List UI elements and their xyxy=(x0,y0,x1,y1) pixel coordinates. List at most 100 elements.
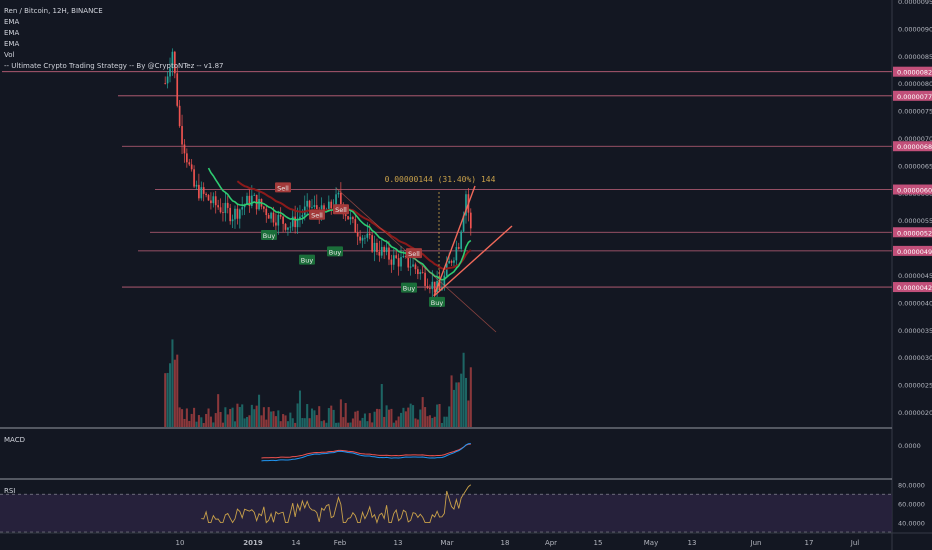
volume-bar xyxy=(267,407,270,427)
volume-bar xyxy=(272,411,275,427)
rsi-label[interactable]: RSI xyxy=(4,487,16,495)
candle-body xyxy=(164,83,167,84)
volume-bar xyxy=(347,422,350,427)
volume-bar xyxy=(260,415,263,427)
candle-body xyxy=(380,246,383,256)
candle-body xyxy=(178,105,181,127)
candle-body xyxy=(402,256,405,258)
candle-body xyxy=(171,51,174,69)
time-axis[interactable]: 10 2019 14 Feb 13 Mar 18 Apr 15 May 13 Jun 17 Jul xyxy=(176,539,860,547)
volume-bar xyxy=(282,414,285,427)
volume-bar xyxy=(464,377,468,427)
legend-strategy[interactable]: -- Ultimate Crypto Trading Strategy -- B… xyxy=(4,62,224,70)
level-tag xyxy=(893,245,932,256)
candle-body xyxy=(219,207,222,213)
signal-label: Buy xyxy=(301,257,314,265)
legend-volume[interactable]: Vol xyxy=(4,51,15,59)
volume-bar xyxy=(197,415,200,427)
sell-marker xyxy=(275,182,291,193)
candle-body xyxy=(166,76,169,84)
chart-legend: Ren / Bitcoin, 12H, BINANCE EMA EMA EMA … xyxy=(4,6,224,72)
volume-bar xyxy=(202,422,205,427)
candle-body xyxy=(198,184,200,199)
candle-body xyxy=(296,218,299,228)
candle-body xyxy=(250,195,253,207)
volume-bar xyxy=(412,405,415,427)
legend-ema-1[interactable]: EMA xyxy=(4,18,20,26)
volume-bar xyxy=(426,416,429,427)
volume-bar xyxy=(243,418,246,427)
candle-body xyxy=(299,216,301,219)
candle-body xyxy=(378,251,381,256)
time-tick-label: 10 xyxy=(176,539,185,547)
candle-body xyxy=(263,206,265,209)
candle-body xyxy=(460,231,463,249)
volume-bar xyxy=(291,418,294,427)
volume-bar xyxy=(250,404,253,427)
rsi-tick-label: 60.0000 xyxy=(898,501,925,509)
volume-bar xyxy=(455,382,458,427)
candle-body xyxy=(246,195,248,205)
horizontal-levels[interactable] xyxy=(2,71,892,288)
candle-body xyxy=(210,200,212,204)
candle-body xyxy=(181,126,183,145)
volume-bar xyxy=(274,416,277,427)
candle-body xyxy=(272,212,275,223)
volume-bar xyxy=(344,403,347,427)
legend-ema-2[interactable]: EMA xyxy=(4,29,20,37)
volume-bar xyxy=(200,417,203,427)
volume-bar xyxy=(248,415,251,427)
ema-slow-line xyxy=(236,180,472,270)
volume-bar xyxy=(265,419,268,427)
candle-body xyxy=(217,205,219,208)
candle-body xyxy=(465,194,467,216)
candle-body xyxy=(383,246,386,253)
candle-body xyxy=(417,269,419,275)
candle-body xyxy=(313,205,316,207)
trend-lines[interactable] xyxy=(335,185,513,333)
candle-body xyxy=(388,247,390,260)
buy-marker xyxy=(429,296,445,307)
candle-body xyxy=(188,162,191,165)
volume-bar xyxy=(219,412,222,427)
volume-bar xyxy=(436,404,439,427)
candle-body xyxy=(234,208,236,220)
volume-bar xyxy=(363,413,366,427)
candle-body xyxy=(438,281,441,291)
volume-bar xyxy=(236,403,239,427)
volume-bar xyxy=(320,421,323,427)
candle-body xyxy=(186,153,188,163)
volume-bar xyxy=(392,422,395,427)
rsi-tick-label: 80.0000 xyxy=(898,482,925,490)
candle-body xyxy=(469,212,472,229)
candle-body xyxy=(231,219,234,222)
time-tick-label: 18 xyxy=(501,539,510,547)
volume-bar xyxy=(226,414,229,427)
signal-label: Buy xyxy=(403,285,416,293)
macd-label[interactable]: MACD xyxy=(4,436,25,444)
candle-body xyxy=(291,216,294,227)
candle-body xyxy=(404,256,407,257)
candle-body xyxy=(195,184,198,187)
signal-label: Buy xyxy=(431,299,444,307)
candle-body xyxy=(344,214,347,217)
time-tick-label: 2019 xyxy=(243,539,263,547)
macd-line xyxy=(261,443,471,462)
buy-marker xyxy=(327,246,343,257)
level-tag-label: 0.00000494 xyxy=(897,248,932,256)
candle-body xyxy=(277,214,280,226)
volume-bar xyxy=(335,422,338,427)
legend-ema-3[interactable]: EMA xyxy=(4,40,20,48)
signal-label: Sell xyxy=(408,250,420,258)
rsi-panel xyxy=(0,484,892,533)
candle-body xyxy=(419,272,422,275)
level-tag-label: 0.00000606 xyxy=(897,187,932,195)
legend-title[interactable]: Ren / Bitcoin, 12H, BINANCE xyxy=(4,7,103,15)
volume-bar xyxy=(327,408,330,427)
